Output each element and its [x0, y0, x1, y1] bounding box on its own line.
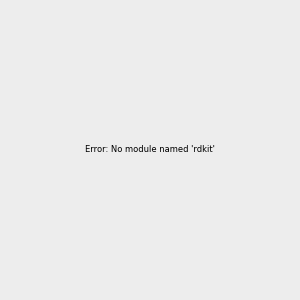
Text: Error: No module named 'rdkit': Error: No module named 'rdkit' — [85, 146, 215, 154]
